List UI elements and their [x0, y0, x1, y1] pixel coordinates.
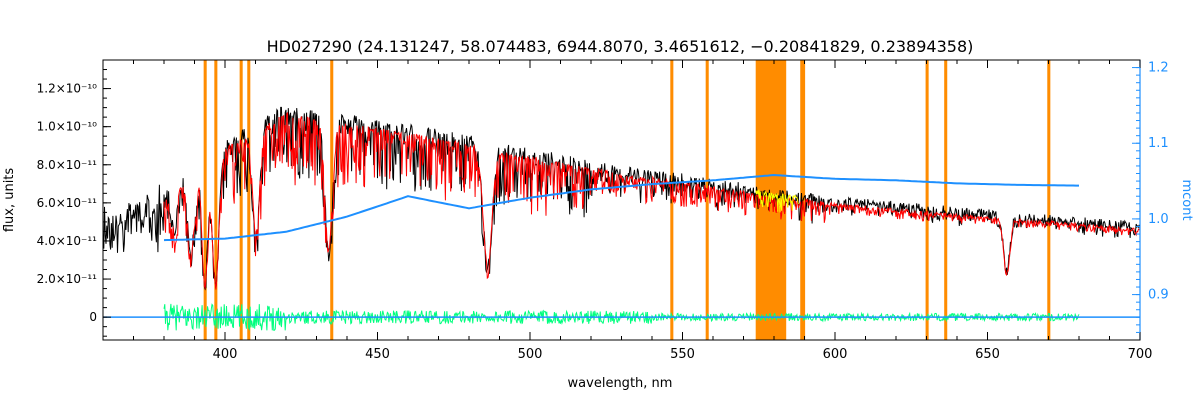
y-tick-label: 1.0×10⁻¹⁰ [37, 120, 98, 134]
right-axis-label: mcont [1179, 179, 1194, 220]
plot-frame [102, 59, 1141, 341]
masked-pixels-line [755, 189, 799, 213]
y2-tick-label: 1.0 [1148, 212, 1169, 227]
observed-spectrum [102, 106, 1141, 291]
axes: 400 450 500 550 600 650 700 0 2.0×10⁻¹¹ 4.0×10⁻¹¹… [37, 59, 1169, 362]
mask-band-1 [214, 60, 218, 340]
observed-spectrum-line [102, 106, 1141, 291]
x-tick-label: 500 [518, 347, 543, 362]
y-tick-label: 8.0×10⁻¹¹ [37, 158, 98, 172]
residuals [103, 303, 1140, 331]
mask-band-4 [330, 60, 334, 340]
mask-band-6 [705, 60, 709, 340]
mask-band-2 [239, 60, 243, 340]
y2-tick-label: 1.1 [1148, 136, 1169, 151]
x-tick-label: 600 [823, 347, 848, 362]
x-tick-label: 450 [365, 347, 390, 362]
x-tick-label: 650 [975, 347, 1000, 362]
x-axis-label: wavelength, nm [568, 376, 673, 391]
y-tick-label: 2.0×10⁻¹¹ [37, 272, 98, 286]
mask-band-3 [247, 60, 251, 340]
mcont-line [163, 173, 1079, 242]
mask-band-11 [1047, 60, 1051, 340]
y-axis-label: flux, units [2, 168, 17, 233]
x-tick-label: 700 [1128, 347, 1153, 362]
masked-pixels [755, 189, 799, 213]
x-tick-label: 400 [213, 347, 238, 362]
y-tick-label: 6.0×10⁻¹¹ [37, 196, 98, 210]
mask-band-0 [203, 60, 207, 340]
mask-band-10 [944, 60, 948, 340]
mask-band-9 [925, 60, 929, 340]
y2-tick-label: 1.2 [1148, 61, 1169, 76]
chart-title: HD027290 (24.131247, 58.074483, 6944.807… [267, 37, 974, 56]
y2-tick-label: 0.9 [1148, 288, 1169, 303]
model-spectrum [163, 112, 1141, 290]
mask-bands [203, 60, 1051, 340]
y-tick-label: 0 [89, 310, 97, 324]
x-tick-label: 550 [670, 347, 695, 362]
y-tick-label: 4.0×10⁻¹¹ [37, 234, 98, 248]
model-spectrum-line [163, 112, 1141, 290]
y-tick-label: 1.2×10⁻¹⁰ [37, 82, 98, 96]
mcont-curve [163, 173, 1079, 242]
